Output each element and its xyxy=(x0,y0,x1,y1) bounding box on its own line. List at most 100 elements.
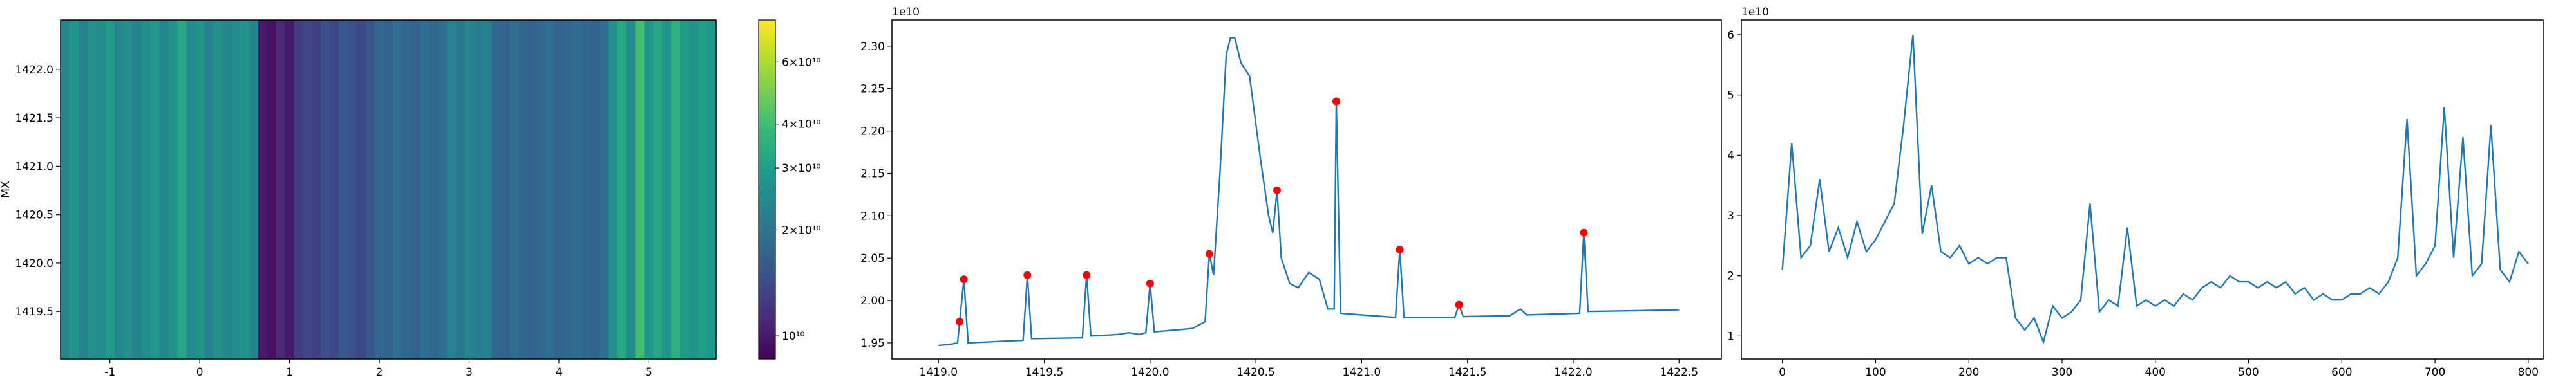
heatmap xyxy=(61,20,717,359)
heatmap-column xyxy=(375,20,384,359)
x-tick-label: 1419.0 xyxy=(920,366,958,379)
heatmap-column xyxy=(240,20,250,359)
peak-marker xyxy=(1083,271,1091,279)
heatmap-column xyxy=(78,20,88,359)
heatmap-column xyxy=(698,20,708,359)
peak-marker xyxy=(1455,300,1463,309)
x-tick-label: 4 xyxy=(556,366,563,379)
heatmap-column xyxy=(518,20,528,359)
heatmap-column xyxy=(401,20,412,359)
x-tick-label: 1422.5 xyxy=(1660,366,1698,379)
y-tick-label: 6 xyxy=(1727,29,1734,42)
heatmap-column xyxy=(303,20,313,359)
heatmap-column xyxy=(150,20,160,359)
heatmap-column xyxy=(635,20,645,359)
heatmap-column xyxy=(707,20,717,359)
line xyxy=(1781,34,2529,345)
y-tick-label: 1420.0 xyxy=(15,257,53,270)
heatmap-column xyxy=(267,20,277,359)
heatmap-column xyxy=(662,20,672,359)
peak-marker xyxy=(1580,228,1588,237)
heatmap-column xyxy=(680,20,690,359)
heatmap-column xyxy=(159,20,169,359)
heatmap-column xyxy=(653,20,663,359)
heatmap-column xyxy=(123,20,133,359)
peak-marker xyxy=(1205,250,1213,258)
y-tick-label: 1421.0 xyxy=(15,160,53,173)
y-tick-label: 2.25 xyxy=(860,83,885,96)
x-tick-label: 1421.5 xyxy=(1448,366,1486,379)
peak-marker xyxy=(1396,246,1404,254)
heatmap-column xyxy=(527,20,537,359)
heatmap-column xyxy=(168,20,178,359)
colorbar-tick-label: 10¹⁰ xyxy=(782,330,804,343)
heatmap-column xyxy=(491,20,501,359)
peak-marker xyxy=(1332,97,1340,106)
peak-marker xyxy=(1146,279,1154,288)
heatmap-column xyxy=(500,20,510,359)
heatmap-column xyxy=(348,20,357,359)
x-tick-label: 800 xyxy=(2518,366,2539,379)
heatmap-column xyxy=(87,20,97,359)
heatmap-column xyxy=(357,20,366,359)
peak-marker xyxy=(956,318,964,326)
heatmap-column xyxy=(258,20,268,359)
heatmap-column xyxy=(392,20,402,359)
x-tick-label: 3 xyxy=(466,366,473,379)
heatmap-column xyxy=(626,20,636,359)
x-tick-label: 0 xyxy=(196,366,204,379)
x-tick-label: 400 xyxy=(2145,366,2166,379)
axes-frame xyxy=(891,19,1722,360)
x-tick-label: 5 xyxy=(645,366,652,379)
heatmap-column xyxy=(599,20,609,359)
y-tick-label: 2.00 xyxy=(860,295,885,308)
heatmap-column xyxy=(671,20,681,359)
y-tick-label: 1422.0 xyxy=(15,64,53,77)
heatmap-column xyxy=(419,20,430,359)
peak-marker xyxy=(1023,271,1032,279)
x-tick-label: 1420.0 xyxy=(1131,366,1169,379)
heatmap-column xyxy=(455,20,466,359)
heatmap-column xyxy=(321,20,330,359)
peak-marker xyxy=(1273,186,1281,194)
heatmap-column xyxy=(61,20,70,359)
heatmap-column xyxy=(249,20,259,359)
heatmap-column xyxy=(473,20,484,359)
heatmap-column xyxy=(141,20,151,359)
x-tick-label: 500 xyxy=(2238,366,2259,379)
y-tick-label: 3 xyxy=(1727,210,1734,223)
heatmap-column xyxy=(410,20,421,359)
heatmap-column xyxy=(482,20,492,359)
heatmap-column xyxy=(96,20,106,359)
x-tick-label: 1422.0 xyxy=(1554,366,1592,379)
offset-label: 1e10 xyxy=(1741,6,1769,19)
y-axis-label: MX xyxy=(0,181,12,198)
y-tick-label: 1419.5 xyxy=(15,306,53,318)
heatmap-column xyxy=(339,20,348,359)
x-tick-label: 600 xyxy=(2331,366,2352,379)
x-tick-label: 1419.5 xyxy=(1025,366,1063,379)
heatmap-column xyxy=(554,20,564,359)
heatmap-column xyxy=(105,20,115,359)
heatmap-column xyxy=(509,20,519,359)
x-tick-label: 100 xyxy=(1865,366,1886,379)
y-tick-label: 2 xyxy=(1727,270,1734,283)
y-tick-label: 1.95 xyxy=(860,337,885,350)
colorbar xyxy=(758,19,776,360)
x-tick-label: -1 xyxy=(104,366,115,379)
heatmap-column xyxy=(222,20,232,359)
y-tick-label: 4 xyxy=(1727,149,1734,162)
x-tick-label: 2 xyxy=(376,366,383,379)
heatmap-column xyxy=(384,20,393,359)
heatmap-column xyxy=(132,20,142,359)
heatmap-column xyxy=(590,20,600,359)
offset-label: 1e10 xyxy=(892,6,920,19)
heatmap-column xyxy=(204,20,214,359)
x-tick-label: 300 xyxy=(2052,366,2072,379)
heatmap-column xyxy=(581,20,591,359)
x-tick-label: 1 xyxy=(286,366,293,379)
y-tick-label: 1420.5 xyxy=(15,209,53,222)
heatmap-column xyxy=(312,20,322,359)
heatmap-column xyxy=(464,20,475,359)
